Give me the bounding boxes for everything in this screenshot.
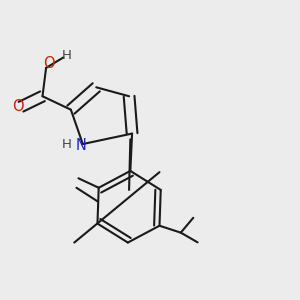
Text: N: N — [76, 138, 87, 153]
Text: H: H — [61, 137, 71, 151]
Text: O: O — [12, 99, 24, 114]
Text: H: H — [62, 49, 72, 62]
Text: O: O — [43, 56, 55, 71]
